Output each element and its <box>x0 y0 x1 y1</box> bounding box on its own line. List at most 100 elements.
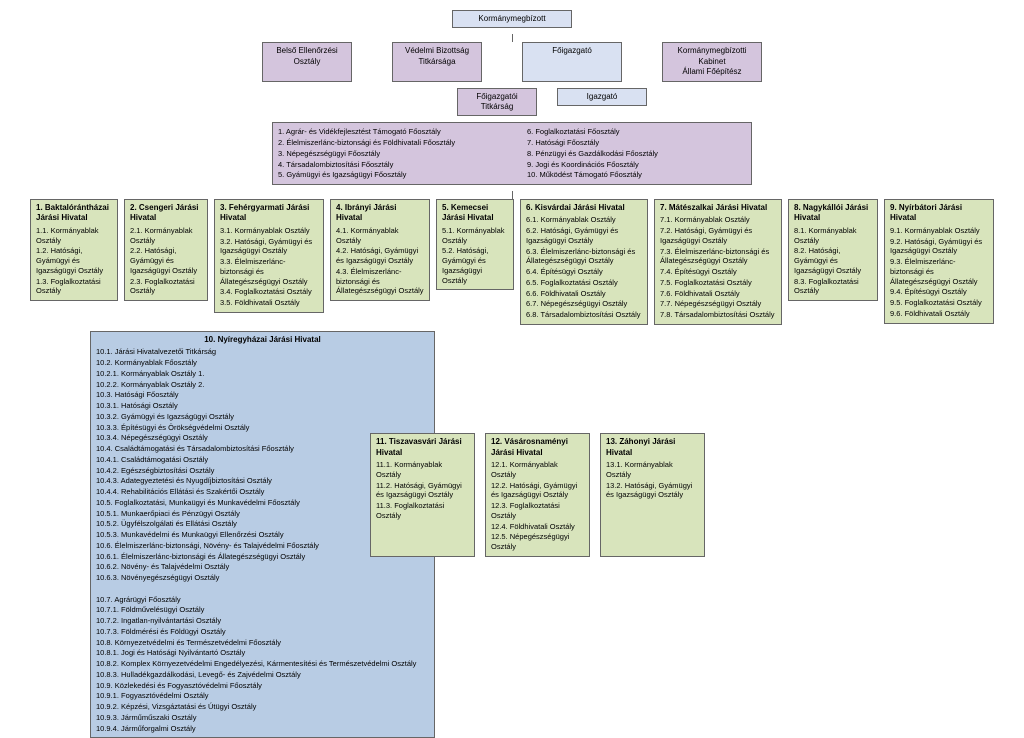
node-office: 12. Vásárosnaményi Járási Hivatal12.1. K… <box>485 433 590 557</box>
office-item: 1.1. Kormányablak Osztály <box>36 226 112 246</box>
node-office: 8. Nagykállói Járási Hivatal8.1. Kormány… <box>788 199 878 301</box>
dept-item: 6. Foglalkoztatási Főosztály <box>527 127 746 137</box>
office-item: 5.1. Kormányablak Osztály <box>442 226 508 246</box>
dept-item: 3. Népegészségügyi Főosztály <box>278 149 497 159</box>
connector <box>512 34 513 42</box>
office-title: 7. Mátészalkai Járási Hivatal <box>660 203 776 213</box>
node-office: 7. Mátészalkai Járási Hivatal 7.1. Kormán… <box>654 199 782 325</box>
office-10-item: 10.7. Agrárügyi Főosztály <box>96 595 429 605</box>
office-item: 11.2. Hatósági, Gyámügyi és Igazságügyi … <box>376 481 469 501</box>
office-title: 8. Nagykállói Járási Hivatal <box>794 203 872 224</box>
office-item: 8.2. Hatósági, Gyámügyi és Igazságügyi O… <box>794 246 872 275</box>
office-10-item: 10.9.1. Fogyasztóvédelmi Osztály <box>96 691 429 701</box>
office-item: 7.6. Földhivatali Osztály <box>660 289 776 299</box>
office-item: 8.1. Kormányablak Osztály <box>794 226 872 246</box>
dept-item: 4. Társadalombiztosítási Főosztály <box>278 160 497 170</box>
office-item: 6.8. Társadalombiztosítási Osztály <box>526 310 642 320</box>
office-10-item: 10.2.1. Kormányablak Osztály 1. <box>96 369 429 379</box>
office-item: 11.3. Foglalkoztatási Osztály <box>376 501 469 521</box>
office-item: 3.3. Élelmiszerlánc-biztonsági és Állate… <box>220 257 318 286</box>
office-item: 11.1. Kormányablak Osztály <box>376 460 469 480</box>
office-item: 12.3. Foglalkoztatási Osztály <box>491 501 584 521</box>
office-10-item: 10.2.2. Kormányablak Osztály 2. <box>96 380 429 390</box>
office-item: 6.6. Földhivatali Osztály <box>526 289 642 299</box>
office-10-item: 10.7.2. Ingatlan-nyilvántartási Osztály <box>96 616 429 626</box>
node-foigazgato: Főigazgató <box>522 42 622 81</box>
office-10-item: 10.8. Környezetvédelmi és Természetvédel… <box>96 638 429 648</box>
office-item: 3.1. Kormányablak Osztály <box>220 226 318 236</box>
offices-bottom-row: 11. Tiszavasvári Járási Hivatal11.1. Kor… <box>370 433 1014 557</box>
office-title: 12. Vásárosnaményi Járási Hivatal <box>491 437 584 458</box>
office-item: 6.1. Kormányablak Osztály <box>526 215 642 225</box>
office-item: 4.2. Hatósági, Gyámügyi és Igazságügyi O… <box>336 246 424 266</box>
dept-item: 5. Gyámügyi és Igazságügyi Főosztály <box>278 170 497 180</box>
node-office: 3. Fehérgyarmati Járási Hivatal 3.1. Korm… <box>214 199 324 313</box>
office-title: 9. Nyírbátori Járási Hivatal <box>890 203 988 224</box>
office-item: 5.2. Hatósági, Gyámügyi és Igazságügyi O… <box>442 246 508 285</box>
office-item: 3.5. Földhivatali Osztály <box>220 298 318 308</box>
office-item: 6.5. Foglalkoztatási Osztály <box>526 278 642 288</box>
dept-item: 1. Agrár- és Vidékfejlesztést Támogató F… <box>278 127 497 137</box>
office-item: 3.4. Foglalkoztatási Osztály <box>220 287 318 297</box>
dept-item: 9. Jogi és Koordinációs Főosztály <box>527 160 746 170</box>
office-item: 9.3. Élelmiszerlánc-biztonsági és Állate… <box>890 257 988 286</box>
office-item: 13.2. Hatósági, Gyámügyi és Igazságügyi … <box>606 481 699 501</box>
office-item: 3.2. Hatósági, Gyámügyi és Igazságügyi O… <box>220 237 318 257</box>
office-item: 9.5. Foglalkoztatási Osztály <box>890 298 988 308</box>
office-item: 12.2. Hatósági, Gyámügyi és Igazságügyi … <box>491 481 584 501</box>
office-item: 6.3. Élelmiszerlánc-biztonsági és Állate… <box>526 247 642 267</box>
node-office: 11. Tiszavasvári Járási Hivatal11.1. Kor… <box>370 433 475 557</box>
office-item: 9.2. Hatósági, Gyámügyi és Igazságügyi O… <box>890 237 988 257</box>
office-item: 2.3. Foglalkoztatási Osztály <box>130 277 202 297</box>
office-10-item: 10.3.1. Hatósági Osztály <box>96 401 429 411</box>
office-title: 2. Csengeri Járási Hivatal <box>130 203 202 224</box>
office-10-item: 10.9.3. Járműműszaki Osztály <box>96 713 429 723</box>
dept-item: 10. Működést Támogató Főosztály <box>527 170 746 180</box>
office-item: 12.1. Kormányablak Osztály <box>491 460 584 480</box>
office-10-item: 10.7.1. Földművelésügyi Osztály <box>96 605 429 615</box>
office-title: 11. Tiszavasvári Járási Hivatal <box>376 437 469 458</box>
dept-item: 7. Hatósági Főosztály <box>527 138 746 148</box>
node-office: 5. Kemecsei Járási Hivatal5.1. Kormányab… <box>436 199 514 290</box>
offices-row: 1. Baktalórántházai Járási Hivatal1.1. K… <box>10 199 1014 325</box>
office-item: 7.4. Építésügyi Osztály <box>660 267 776 277</box>
office-10-item: 10.6.2. Növény- és Talajvédelmi Osztály <box>96 562 429 572</box>
office-item: 7.1. Kormányablak Osztály <box>660 215 776 225</box>
office-10-item: 10.3.3. Építésügyi és Örökségvédelmi Osz… <box>96 423 429 433</box>
office-10-item: 10.9.4. Járműforgalmi Osztály <box>96 724 429 734</box>
node-kormanymegbizott: Kormánymegbízott <box>452 10 572 28</box>
office-item: 12.5. Népegészségügyi Osztály <box>491 532 584 552</box>
office-10-item: 10.2. Kormányablak Főosztály <box>96 358 429 368</box>
connector <box>512 191 513 199</box>
office-10-item: 10.1. Járási Hivatalvezetői Titkárság <box>96 347 429 357</box>
office-title: 3. Fehérgyarmati Járási Hivatal <box>220 203 318 224</box>
office-item: 6.4. Építésügyi Osztály <box>526 267 642 277</box>
office-10-item: 10.3. Hatósági Főosztály <box>96 390 429 400</box>
node-igazgato: Igazgató <box>557 88 647 106</box>
node-office: 2. Csengeri Járási Hivatal2.1. Kormányab… <box>124 199 208 301</box>
dept-item: 8. Pénzügyi és Gazdálkodási Főosztály <box>527 149 746 159</box>
office-10-item: 10.7.3. Földmérési és Földügyi Osztály <box>96 627 429 637</box>
office-10-item: 10.9.2. Képzési, Vizsgáztatási és Útügyi… <box>96 702 429 712</box>
node-office: 4. Ibrányi Járási Hivatal4.1. Kormányabl… <box>330 199 430 301</box>
office-item: 7.5. Foglalkoztatási Osztály <box>660 278 776 288</box>
node-kabinet: Kormánymegbízotti Kabinet Állami Főépíté… <box>662 42 762 81</box>
office-item: 6.7. Népegészségügyi Osztály <box>526 299 642 309</box>
node-departments: 1. Agrár- és Vidékfejlesztést Támogató F… <box>272 122 752 185</box>
node-office: 9. Nyírbátori Járási Hivatal9.1. Kormány… <box>884 199 994 324</box>
office-item: 7.3. Élelmiszerlánc-biztonsági és Állate… <box>660 247 776 267</box>
office-10-title: 10. Nyíregyházai Járási Hivatal <box>96 335 429 345</box>
office-item: 4.3. Élelmiszerlánc-biztonsági és Állate… <box>336 267 424 296</box>
office-title: 6. Kisvárdai Járási Hivatal <box>526 203 642 213</box>
office-10-item <box>96 584 429 594</box>
office-item: 2.1. Kormányablak Osztály <box>130 226 202 246</box>
office-title: 5. Kemecsei Járási Hivatal <box>442 203 508 224</box>
office-10-item: 10.8.3. Hulladékgazdálkodási, Levegő- és… <box>96 670 429 680</box>
office-item: 7.8. Társadalombiztosítási Osztály <box>660 310 776 320</box>
node-belso-ellenorzesi: Belső Ellenőrzési Osztály <box>262 42 352 81</box>
office-10-item: 10.9. Közlekedési és Fogyasztóvédelmi Fő… <box>96 681 429 691</box>
office-item: 2.2. Hatósági, Gyámügyi és Igazságügyi O… <box>130 246 202 275</box>
dept-item: 2. Élelmiszerlánc-biztonsági és Földhiva… <box>278 138 497 148</box>
office-10-item: 10.6.3. Növényegészségügyi Osztály <box>96 573 429 583</box>
office-title: 1. Baktalórántházai Járási Hivatal <box>36 203 112 224</box>
